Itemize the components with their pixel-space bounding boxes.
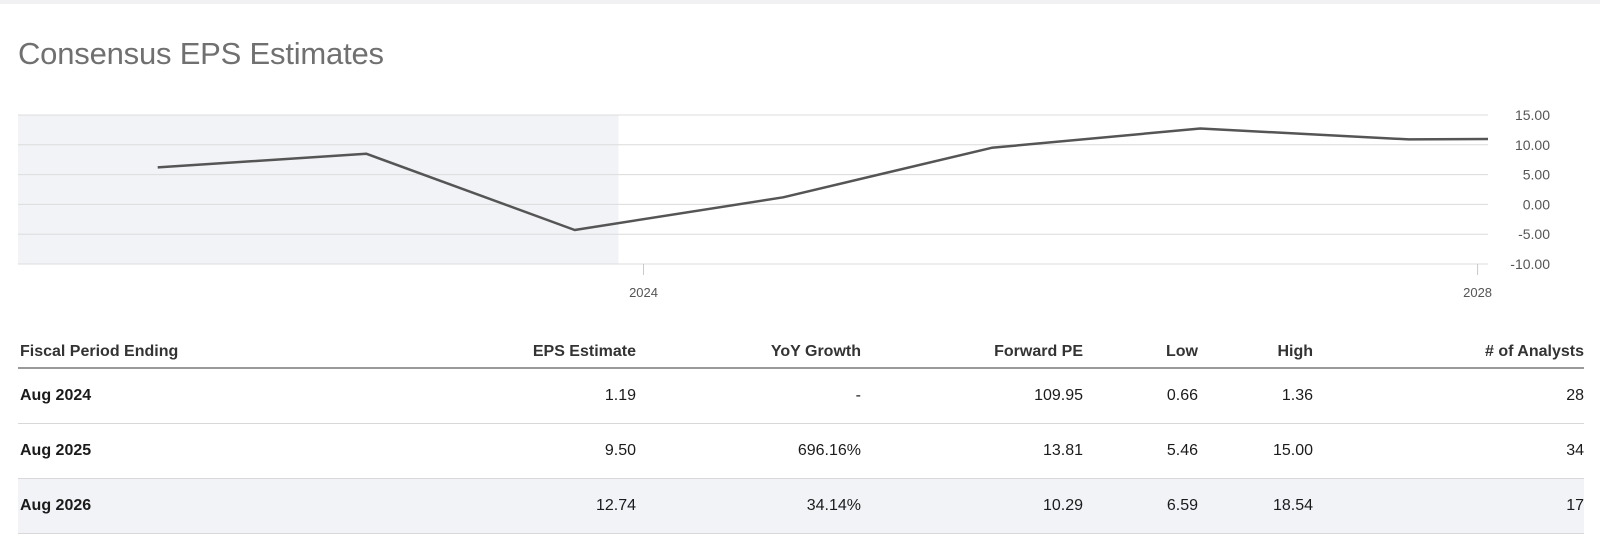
top-strip [0,0,1600,4]
x-tick-label: 2024 [629,285,658,300]
cell-high: 18.54 [1198,478,1313,534]
y-tick-label: -5.00 [1518,226,1550,242]
header-analysts[interactable]: # of Analysts [1313,332,1584,369]
cell-period: Aug 2025 [18,423,278,479]
header-forward-pe[interactable]: Forward PE [861,332,1083,369]
cell-analysts: 28 [1313,368,1584,424]
eps-estimates-table: Fiscal Period Ending EPS Estimate YoY Gr… [18,332,1584,534]
cell-eps: 1.19 [278,368,636,424]
cell-high: 1.36 [1198,368,1313,424]
cell-yoy: - [636,368,861,424]
header-eps-estimate[interactable]: EPS Estimate [278,332,636,369]
y-tick-label: 5.00 [1523,167,1550,183]
cell-low: 6.59 [1083,478,1198,534]
table-header-row: Fiscal Period Ending EPS Estimate YoY Gr… [18,332,1584,369]
x-tick-label: 2028 [1463,285,1492,300]
cell-high: 15.00 [1198,423,1313,479]
cell-period: Aug 2024 [18,368,278,424]
cell-analysts: 34 [1313,423,1584,479]
y-tick-label: 15.00 [1515,107,1550,123]
cell-yoy: 696.16% [636,423,861,479]
cell-forward-pe: 10.29 [861,478,1083,534]
header-low[interactable]: Low [1083,332,1198,369]
cell-yoy: 34.14% [636,478,861,534]
cell-eps: 12.74 [278,478,636,534]
cell-forward-pe: 109.95 [861,368,1083,424]
table-row: Aug 2026 12.74 34.14% 10.29 6.59 18.54 1… [18,478,1584,534]
page-title: Consensus EPS Estimates [18,36,384,71]
header-yoy-growth[interactable]: YoY Growth [636,332,861,369]
cell-eps: 9.50 [278,423,636,479]
eps-line-chart: 15.00 10.00 5.00 0.00 -5.00 -10.00 2024 2028 [18,107,1550,300]
cell-forward-pe: 13.81 [861,423,1083,479]
header-high[interactable]: High [1198,332,1313,369]
y-tick-label: 0.00 [1523,196,1550,212]
cell-period: Aug 2026 [18,478,278,534]
eps-series-line [157,127,1488,232]
table-row: Aug 2024 1.19 - 109.95 0.66 1.36 28 [18,368,1584,424]
header-fiscal-period[interactable]: Fiscal Period Ending [18,332,278,369]
table-row: Aug 2025 9.50 696.16% 13.81 5.46 15.00 3… [18,423,1584,479]
y-tick-label: -10.00 [1510,256,1550,272]
y-tick-label: 10.00 [1515,137,1550,153]
cell-low: 0.66 [1083,368,1198,424]
historical-shade [18,115,619,264]
cell-low: 5.46 [1083,423,1198,479]
cell-analysts: 17 [1313,478,1584,534]
